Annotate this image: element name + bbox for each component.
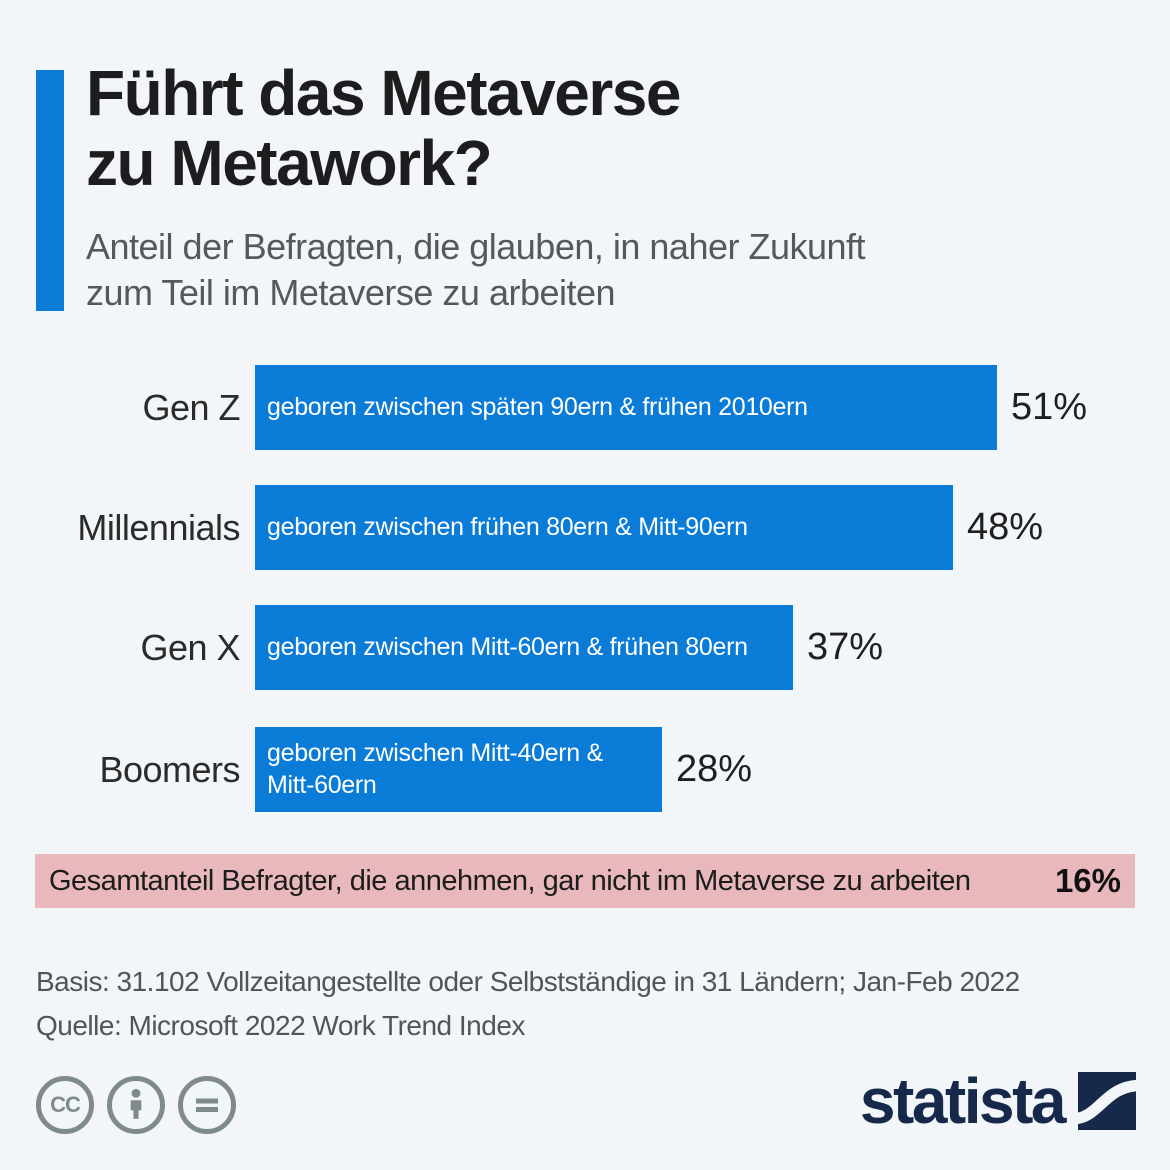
statista-logo[interactable]: statista: [859, 1065, 1136, 1137]
attribution-icon[interactable]: [107, 1076, 165, 1134]
bar-millennials: geboren zwischen frühen 80ern & Mitt-90e…: [255, 485, 953, 570]
person-glyph: [130, 1088, 142, 1119]
bar-description: geboren zwischen frühen 80ern & Mitt-90e…: [267, 512, 748, 541]
category-label: Gen Z: [142, 386, 240, 428]
category-label: Gen X: [140, 626, 240, 668]
bar-gen-x: geboren zwischen Mitt-60ern & frühen 80e…: [255, 605, 793, 690]
value-label: 51%: [1011, 386, 1088, 428]
value-label: 28%: [676, 748, 753, 790]
basis-note: Basis: 31.102 Vollzeitangestellte oder S…: [36, 966, 1020, 997]
value-label: 37%: [807, 626, 884, 668]
title-line-1: Führt das Metaverse: [86, 57, 681, 129]
bar-description: geboren zwischen Mitt-60ern & frühen 80e…: [267, 632, 748, 661]
license-icons: CC: [36, 1076, 236, 1134]
statista-wordmark: statista: [859, 1065, 1067, 1137]
bar-gen-z: geboren zwischen späten 90ern & frühen 2…: [255, 365, 997, 450]
category-label: Boomers: [99, 748, 240, 790]
chart-row-boomers: Boomers geboren zwischen Mitt-40ern & Mi…: [0, 727, 1170, 812]
title-accent-bar: [36, 70, 64, 311]
equals-glyph: [196, 1098, 218, 1112]
cc-icon[interactable]: CC: [36, 1076, 94, 1134]
source-note: Quelle: Microsoft 2022 Work Trend Index: [36, 1010, 525, 1041]
chart-row-gen-z: Gen Z geboren zwischen späten 90ern & fr…: [0, 365, 1170, 450]
bar-description: geboren zwischen Mitt-40ern & Mitt-60ern: [267, 739, 603, 799]
bar-description: geboren zwischen späten 90ern & frühen 2…: [267, 392, 808, 421]
subtitle-line-1: Anteil der Befragten, die glauben, in na…: [86, 226, 866, 267]
summary-banner: Gesamtanteil Befragter, die annehmen, ga…: [35, 854, 1135, 908]
chart-row-millennials: Millennials geboren zwischen frühen 80er…: [0, 485, 1170, 570]
title-line-2: zu Metawork?: [86, 127, 493, 199]
category-label: Millennials: [77, 506, 240, 548]
bar-boomers: geboren zwischen Mitt-40ern & Mitt-60ern: [255, 727, 662, 812]
summary-banner-value: 16%: [1054, 862, 1121, 899]
page-subtitle: Anteil der Befragten, die glauben, in na…: [86, 224, 866, 316]
chart-row-gen-x: Gen X geboren zwischen Mitt-60ern & früh…: [0, 605, 1170, 690]
no-derivatives-icon[interactable]: [178, 1076, 236, 1134]
statista-logo-icon: [1078, 1072, 1136, 1130]
subtitle-line-2: zum Teil im Metaverse zu arbeiten: [86, 272, 616, 313]
page-title: Führt das Metaverse zu Metawork?: [86, 57, 681, 199]
summary-banner-text: Gesamtanteil Befragter, die annehmen, ga…: [49, 864, 971, 897]
value-label: 48%: [967, 506, 1044, 548]
